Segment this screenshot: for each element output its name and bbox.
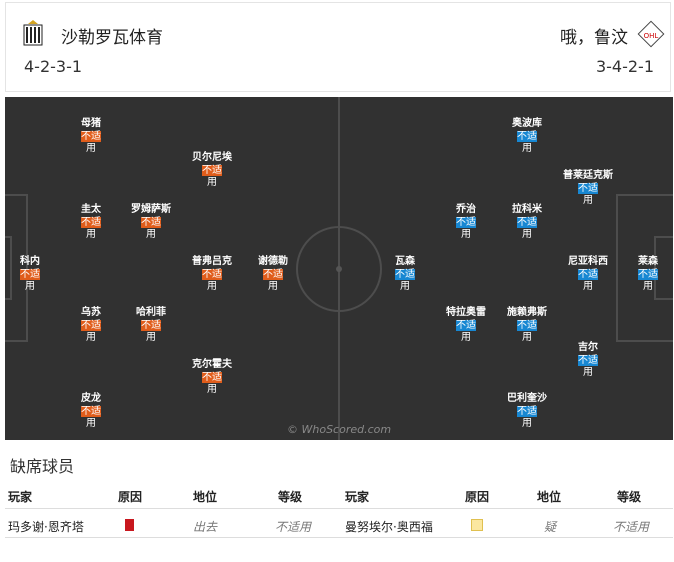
player-rating: 不适用 [517,131,537,154]
player: 哈利菲 不适用 [121,306,181,344]
player-name: 施赖弗斯 [507,307,547,318]
player: 母猪 不适用 [61,117,121,155]
column-header: 等级 [617,490,642,504]
player-name: 皮龙 [81,393,101,404]
player-name: 尼亚科西 [568,256,608,267]
player-rating: 不适用 [395,269,415,292]
player-rating: 不适用 [578,183,598,206]
player-rating: 不适用 [81,406,101,429]
player-name: 莱森 [638,256,658,267]
table-cell: 不适用 [275,520,312,534]
player-name: 特拉奥雷 [446,307,486,318]
player-name: 奥波库 [512,118,542,129]
divider [5,508,673,509]
table-cell: 疑 [544,520,557,534]
player-rating: 不适用 [578,355,598,378]
column-header: 地位 [537,490,562,504]
player-name: 普弗吕克 [192,256,232,267]
player-name: 普莱廷克斯 [563,170,613,181]
missing-title: 缺席球员 [10,457,75,476]
player-name: 哈利菲 [136,307,166,318]
player-rating: 不适用 [141,320,161,343]
column-header: 等级 [278,490,303,504]
column-header: 原因 [465,490,490,504]
table-cell: 出去 [193,520,218,534]
player-rating: 不适用 [456,217,476,240]
player-rating: 不适用 [638,269,658,292]
player-rating: 不适用 [517,217,537,240]
player: 罗姆萨斯 不适用 [121,203,181,241]
player-name: 贝尔尼埃 [192,152,232,163]
player-rating: 不适用 [202,372,222,395]
player-name: 瓦森 [395,256,415,267]
header: 沙勒罗瓦体育 4-2-3-1 哦，鲁汶 OHL 3-4-2-1 [5,2,671,92]
pitch-lines [5,97,673,440]
player-rating: 不适用 [81,217,101,240]
player-rating: 不适用 [202,269,222,292]
watermark: © WhoScored.com [287,423,392,436]
player: 拉科米 不适用 [497,203,557,241]
player: 普弗吕克 不适用 [182,255,242,293]
player-name: 拉科米 [512,204,542,215]
player: 贝尔尼埃 不适用 [182,151,242,189]
player-rating: 不适用 [202,165,222,188]
column-header: 玩家 [345,490,370,504]
player: 尼亚科西 不适用 [558,255,618,293]
column-header: 玩家 [8,490,33,504]
column-header: 地位 [193,490,218,504]
player: 瓦森 不适用 [375,255,435,293]
player-name: 乔治 [456,204,476,215]
player: 巴利奎沙 不适用 [497,392,557,430]
player: 科内 不适用 [0,255,60,293]
away-crest: OHL [637,20,665,48]
player-name: 科内 [20,256,40,267]
away-formation: 3-4-2-1 [595,57,654,76]
player-rating: 不适用 [81,320,101,343]
home-team: 沙勒罗瓦体育 [61,28,163,48]
player: 奥波库 不适用 [497,117,557,155]
player: 乌苏 不适用 [61,306,121,344]
player-rating: 不适用 [456,320,476,343]
svg-text:OHL: OHL [644,32,659,40]
player: 普莱廷克斯 不适用 [558,169,618,207]
player: 谢德勒 不适用 [243,255,303,293]
player-name: 圭太 [81,204,101,215]
player-name: 谢德勒 [258,256,288,267]
away-team: 哦，鲁汶 [560,28,628,48]
player: 克尔霍夫 不适用 [182,358,242,396]
player: 莱森 不适用 [618,255,674,293]
column-header: 原因 [118,490,143,504]
player-rating: 不适用 [20,269,40,292]
injury-icon [471,519,483,531]
player: 圭太 不适用 [61,203,121,241]
red-card-icon [125,519,134,531]
player: 皮龙 不适用 [61,392,121,430]
table-cell: 玛多谢·恩齐塔 [8,520,84,534]
player-name: 母猪 [81,118,101,129]
player-name: 吉尔 [578,342,598,353]
player-rating: 不适用 [578,269,598,292]
player: 特拉奥雷 不适用 [436,306,496,344]
player-name: 巴利奎沙 [507,393,547,404]
player-name: 乌苏 [81,307,101,318]
divider [5,537,673,538]
table-cell: 不适用 [613,520,650,534]
player-rating: 不适用 [141,217,161,240]
home-crest [23,20,43,46]
player-rating: 不适用 [517,406,537,429]
player-rating: 不适用 [263,269,283,292]
home-formation: 4-2-3-1 [24,57,83,76]
missing-table: 玩家 原因 地位 等级 玩家 原因 地位 等级玛多谢·恩齐塔 出去 不适用 曼努埃尔·奥西福 疑 不适用 [0,480,674,562]
player-name: 罗姆萨斯 [131,204,171,215]
player-rating: 不适用 [517,320,537,343]
pitch: © WhoScored.com 科内 不适用 母猪 不适用 圭太 不适用 乌苏 不适用 皮龙 不适… [5,97,673,440]
player: 乔治 不适用 [436,203,496,241]
player-name: 克尔霍夫 [192,359,232,370]
player: 施赖弗斯 不适用 [497,306,557,344]
table-cell: 曼努埃尔·奥西福 [345,520,433,534]
player-rating: 不适用 [81,131,101,154]
player: 吉尔 不适用 [558,341,618,379]
